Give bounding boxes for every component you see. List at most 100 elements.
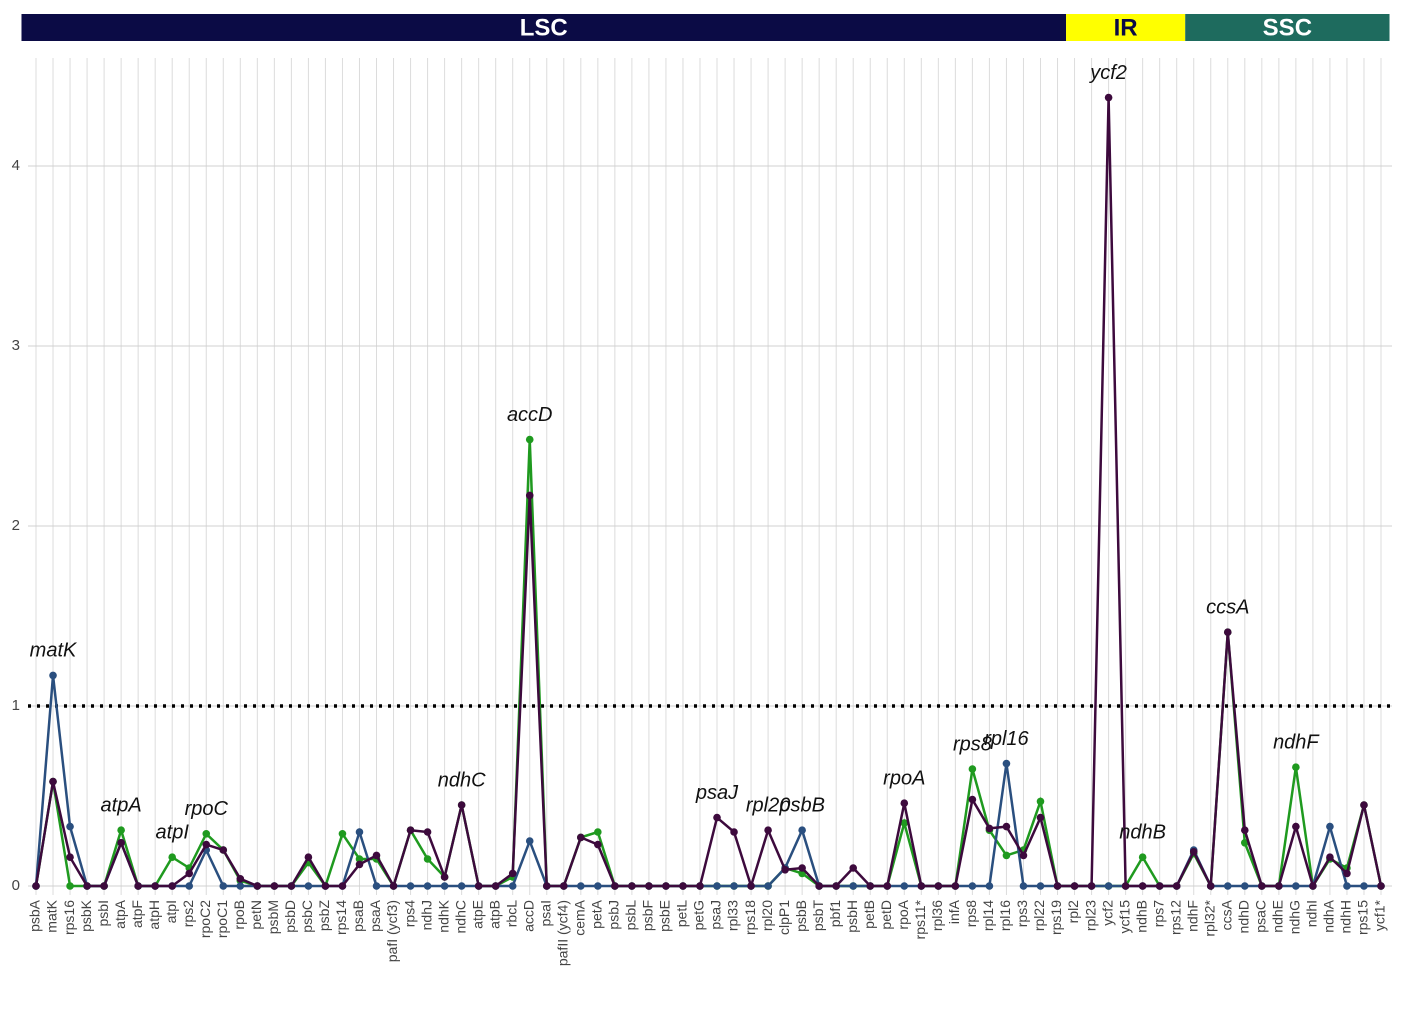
annotation: psbB: [778, 794, 825, 816]
data-point: [985, 824, 994, 833]
x-tick-label: rpl36: [929, 900, 945, 931]
data-point: [798, 826, 806, 834]
y-tick-label: 2: [12, 517, 20, 534]
data-point: [1292, 882, 1300, 890]
x-tick-label: petA: [589, 899, 605, 928]
x-tick-label: rpl33: [725, 900, 741, 931]
annotation: ndhB: [1119, 821, 1166, 843]
data-point: [1104, 882, 1113, 890]
y-tick-label: 4: [12, 157, 20, 174]
x-tick-label: atpH: [146, 900, 162, 930]
region-bar: [1066, 14, 1186, 41]
x-tick-label: ndhA: [1321, 899, 1337, 932]
data-point: [457, 801, 466, 809]
data-point: [832, 882, 840, 890]
x-tick-label: rpl32*: [1201, 899, 1217, 936]
data-point: [1343, 869, 1351, 878]
data-point: [1087, 882, 1096, 890]
x-tick-label: psaI: [537, 900, 553, 926]
data-point: [491, 882, 500, 890]
annotation: rps8: [953, 733, 992, 755]
x-tick-label: ndhD: [1236, 900, 1252, 933]
data-point: [372, 851, 381, 860]
data-point: [66, 853, 74, 861]
data-point: [577, 882, 585, 890]
x-tick-label: ndhB: [1133, 900, 1149, 933]
data-point: [185, 882, 194, 890]
region-label: IR: [1114, 14, 1138, 41]
x-tick-label: rps7: [1150, 900, 1166, 927]
x-tick-label: atpB: [486, 900, 502, 929]
data-point: [594, 882, 602, 890]
data-point: [423, 855, 432, 863]
annotation: psaJ: [695, 782, 739, 804]
data-point: [440, 873, 449, 881]
x-tick-label: petN: [248, 900, 264, 930]
x-tick-label: atpI: [163, 900, 179, 923]
data-point: [645, 882, 653, 890]
data-point: [406, 882, 415, 890]
data-point: [1240, 826, 1249, 834]
data-point: [372, 882, 381, 890]
data-point: [355, 855, 364, 863]
x-tick-label: psbT: [810, 900, 826, 932]
data-point: [611, 882, 619, 890]
x-tick-label: rps4: [401, 900, 417, 927]
x-tick-label: rpoC1: [214, 900, 230, 938]
data-point: [968, 795, 977, 804]
x-tick-label: psbD: [282, 900, 298, 933]
data-point: [1104, 93, 1113, 102]
x-tick-label: rps3: [1014, 900, 1030, 927]
data-point: [406, 826, 415, 834]
x-tick-label: infA: [946, 899, 962, 924]
data-point: [713, 813, 721, 822]
x-tick-label: rps14: [333, 900, 349, 935]
annotation: atpA: [101, 794, 142, 816]
x-tick-label: psbI: [95, 900, 111, 926]
data-point: [1002, 851, 1011, 860]
data-point: [1070, 882, 1079, 890]
x-tick-label: rpl22: [1031, 900, 1047, 931]
data-point: [1326, 822, 1334, 831]
data-point: [968, 765, 977, 773]
data-point: [236, 875, 245, 883]
data-point: [542, 882, 551, 890]
data-point: [1121, 882, 1130, 890]
data-point: [304, 853, 313, 861]
data-point: [83, 882, 91, 890]
x-tick-label: rps19: [1048, 900, 1064, 935]
data-point: [338, 830, 347, 838]
annotation: rpoC: [185, 798, 229, 820]
data-point: [985, 882, 994, 890]
data-point: [900, 799, 909, 807]
x-tick-label: atpA: [112, 899, 128, 928]
x-tick-label: ndhK: [435, 899, 451, 932]
data-point: [781, 866, 789, 874]
data-point: [253, 882, 262, 890]
data-point: [1360, 882, 1368, 890]
data-point: [849, 864, 858, 872]
data-point: [696, 882, 704, 890]
data-point: [815, 882, 823, 890]
x-tick-label: rbcL: [503, 900, 519, 927]
data-point: [713, 882, 721, 890]
data-point: [628, 882, 636, 890]
data-point: [525, 435, 534, 444]
data-point: [1240, 882, 1249, 890]
data-point: [508, 869, 517, 878]
data-point: [1019, 851, 1028, 860]
x-tick-label: petG: [691, 900, 707, 930]
x-tick-label: ndhG: [1287, 900, 1303, 934]
region-label: SSC: [1263, 14, 1312, 41]
data-point: [525, 837, 534, 845]
x-tick-label: rps15: [1355, 900, 1371, 935]
data-point: [355, 828, 364, 836]
data-point: [1172, 882, 1181, 890]
data-point: [1036, 797, 1045, 806]
data-point: [594, 840, 602, 849]
x-tick-label: psaA: [367, 899, 383, 932]
x-tick-label: rps11*: [912, 899, 928, 939]
data-point: [270, 882, 279, 890]
data-point: [1002, 759, 1011, 768]
